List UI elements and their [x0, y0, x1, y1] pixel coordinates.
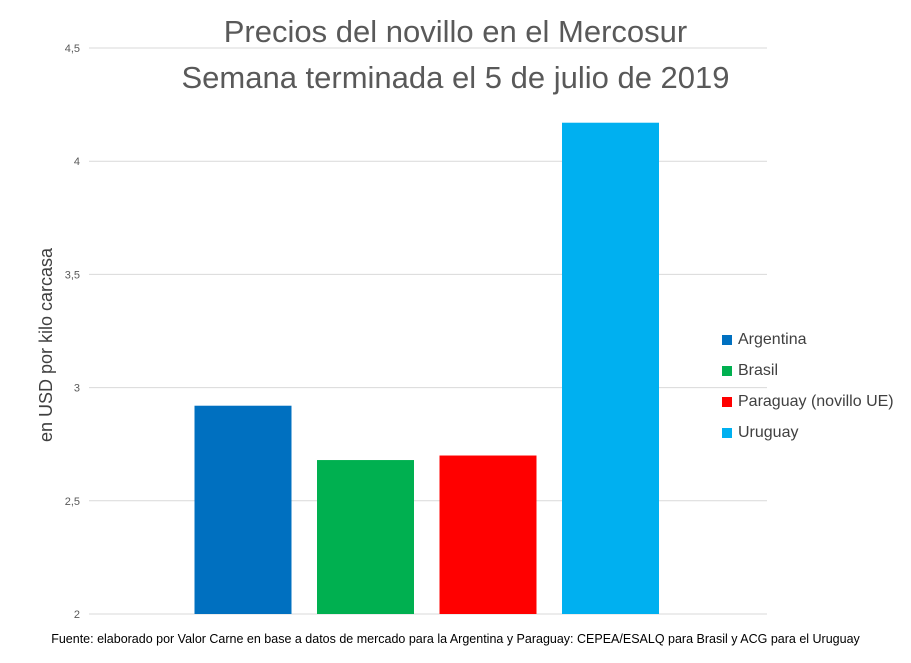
source-note: Fuente: elaborado por Valor Carne en bas… [51, 632, 860, 646]
legend-item-brasil: Brasil [722, 355, 894, 386]
legend-label-brasil: Brasil [738, 361, 779, 379]
legend-swatch-uruguay [722, 427, 732, 438]
legend-swatch-brasil [722, 365, 732, 376]
y-tick-label: 2,5 [65, 496, 80, 508]
chart-subtitle: Semana terminada el 5 de julio de 2019 [181, 60, 730, 95]
bar-uruguay [562, 122, 659, 614]
legend-label-argentina: Argentina [738, 330, 807, 348]
y-axis-label: en USD por kilo carcasa [36, 247, 56, 443]
bar-argentina [194, 405, 292, 614]
legend-swatch-paraguay [722, 396, 732, 407]
legend: Argentina Brasil Paraguay (novillo UE) U… [722, 324, 894, 448]
chart-title: Precios del novillo en el Mercosur [223, 14, 688, 49]
legend-label-uruguay: Uruguay [738, 423, 799, 441]
legend-item-paraguay: Paraguay (novillo UE) [722, 386, 894, 417]
legend-swatch-argentina [722, 334, 732, 345]
y-tick-label: 4,5 [65, 43, 80, 55]
legend-item-uruguay: Uruguay [722, 417, 894, 448]
bar-paraguay [439, 455, 537, 614]
y-tick-label: 4 [74, 156, 80, 168]
bar-brasil [317, 460, 414, 614]
y-tick-label: 2 [74, 609, 80, 621]
legend-label-paraguay: Paraguay (novillo UE) [738, 392, 894, 410]
legend-item-argentina: Argentina [722, 324, 894, 355]
y-tick-label: 3,5 [65, 269, 80, 281]
y-tick-label: 3 [74, 383, 80, 395]
